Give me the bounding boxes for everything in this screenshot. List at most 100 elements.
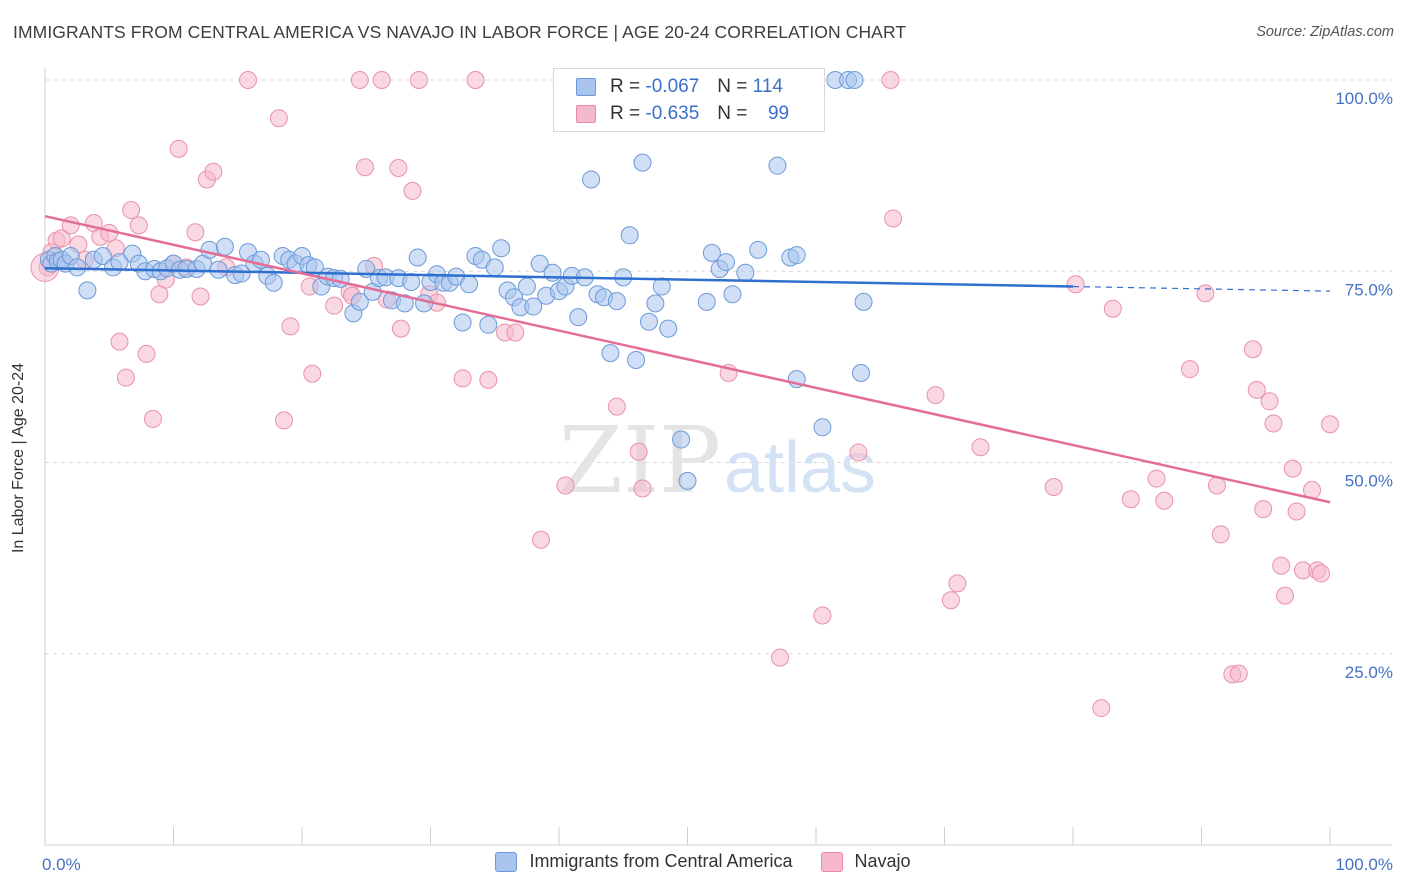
central-america-point	[200, 240, 219, 259]
navajo-point	[116, 368, 135, 387]
central-america-point	[530, 254, 549, 273]
navajo-point	[926, 386, 945, 405]
navajo-point	[389, 158, 408, 177]
navajo-point	[1044, 477, 1063, 496]
navajo-trend-line	[44, 214, 1331, 504]
navajo-point	[771, 648, 790, 667]
chart-title: IMMIGRANTS FROM CENTRAL AMERICA VS NAVAJ…	[13, 22, 907, 42]
central-america-point	[845, 71, 864, 89]
navajo-point	[1260, 392, 1279, 411]
central-america-point	[697, 292, 716, 311]
navajo-point	[466, 71, 485, 89]
navajo-point	[1196, 284, 1215, 303]
navajo-point	[239, 71, 258, 89]
central-america-point	[492, 239, 511, 258]
navajo-point	[1272, 556, 1291, 575]
navajo-point	[556, 476, 575, 495]
x-tick-label: 0.0%	[42, 855, 81, 874]
central-america-point	[749, 240, 768, 259]
central-america-point	[209, 260, 228, 279]
central-america-point	[787, 246, 806, 265]
navajo-point	[506, 323, 525, 342]
navajo-point	[1066, 275, 1085, 294]
navajo-point	[884, 209, 903, 228]
r-label: R =	[610, 103, 641, 124]
navajo-point	[409, 71, 428, 89]
central-america-point	[633, 153, 652, 172]
navajo-point	[303, 364, 322, 383]
navajo-point	[881, 71, 900, 89]
navajo-point	[169, 139, 188, 158]
central-america-point	[639, 312, 658, 331]
navajo-point	[1276, 586, 1295, 605]
navajo-point	[191, 287, 210, 306]
legend-item-navajo: Navajo	[820, 851, 911, 872]
central-america-point	[78, 281, 97, 300]
navajo-point	[122, 201, 141, 220]
navajo-point	[1312, 564, 1331, 583]
central-america-point	[232, 264, 251, 283]
n-label: N =	[717, 103, 748, 124]
navajo-point	[1264, 414, 1283, 433]
navajo-point	[971, 438, 990, 457]
central-america-point	[627, 350, 646, 369]
navajo-point	[941, 591, 960, 610]
navajo-point	[129, 216, 148, 235]
central-america-point	[93, 246, 112, 265]
navajo-point	[1283, 459, 1302, 478]
r-label: R =	[610, 76, 641, 97]
r-value: -0.067	[645, 76, 700, 97]
n-value: 114	[752, 76, 783, 97]
central-america-point	[607, 292, 626, 311]
central-america-point	[543, 263, 562, 282]
central-america-point	[854, 292, 873, 311]
navajo-point	[479, 370, 498, 389]
central-america-trend-extension	[1072, 285, 1331, 292]
central-america-point	[350, 292, 369, 311]
legend-item-central-america: Immigrants from Central America	[495, 851, 793, 872]
central-america-point	[652, 277, 671, 296]
y-tick-label: 50.0%	[1345, 472, 1393, 491]
navajo-point	[137, 344, 156, 363]
tick-labels: 25.0% 50.0% 75.0% 100.0% 0.0% 100.0%	[42, 89, 1393, 874]
central-america-point	[768, 156, 787, 175]
central-america-point	[517, 277, 536, 296]
navajo-point	[1211, 525, 1230, 544]
watermark-atlas: atlas	[724, 428, 876, 508]
central-america-point	[851, 363, 870, 382]
navajo-point	[355, 158, 374, 177]
navajo-point	[275, 411, 294, 430]
navajo-point	[269, 109, 288, 128]
central-america-point	[813, 418, 832, 437]
navajo-point	[607, 397, 626, 416]
trend-lines	[44, 214, 1331, 504]
navajo-point	[1121, 490, 1140, 509]
source-credit: Source: ZipAtlas.com	[1256, 24, 1394, 40]
navajo-point	[532, 530, 551, 549]
y-tick-label: 100.0%	[1335, 89, 1393, 108]
central-america-point	[453, 313, 472, 332]
pink-swatch-icon	[820, 851, 843, 872]
central-america-trend-line	[44, 266, 1074, 288]
central-america-point	[215, 237, 234, 256]
central-america-point	[460, 275, 479, 294]
navajo-point	[1229, 664, 1248, 683]
central-america-point	[408, 248, 427, 267]
central-america-point	[659, 319, 678, 338]
central-america-point	[672, 430, 691, 449]
navajo-point	[350, 71, 369, 89]
central-america-point	[485, 258, 504, 277]
navajo-point	[1287, 502, 1306, 521]
central-america-point	[736, 263, 755, 282]
stats-legend: R = -0.067 N = 114 R = -0.635 N = 99	[553, 68, 825, 132]
central-america-point	[582, 170, 601, 189]
central-america-point	[415, 294, 434, 313]
r-value: -0.635	[645, 103, 700, 124]
central-america-point	[717, 253, 736, 272]
navajo-point	[1180, 360, 1199, 379]
navajo-point	[403, 181, 422, 200]
central-america-point	[479, 315, 498, 334]
navajo-point	[281, 317, 300, 336]
central-america-point	[646, 294, 665, 313]
